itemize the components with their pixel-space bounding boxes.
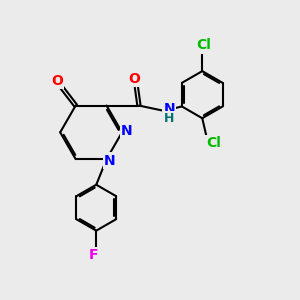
Text: O: O: [52, 74, 63, 88]
Text: N: N: [121, 124, 132, 138]
Text: F: F: [88, 248, 98, 262]
Text: N: N: [164, 102, 175, 116]
Text: N: N: [104, 154, 115, 168]
Text: H: H: [164, 112, 175, 125]
Text: Cl: Cl: [207, 136, 221, 150]
Text: Cl: Cl: [196, 38, 211, 52]
Text: O: O: [129, 72, 140, 86]
